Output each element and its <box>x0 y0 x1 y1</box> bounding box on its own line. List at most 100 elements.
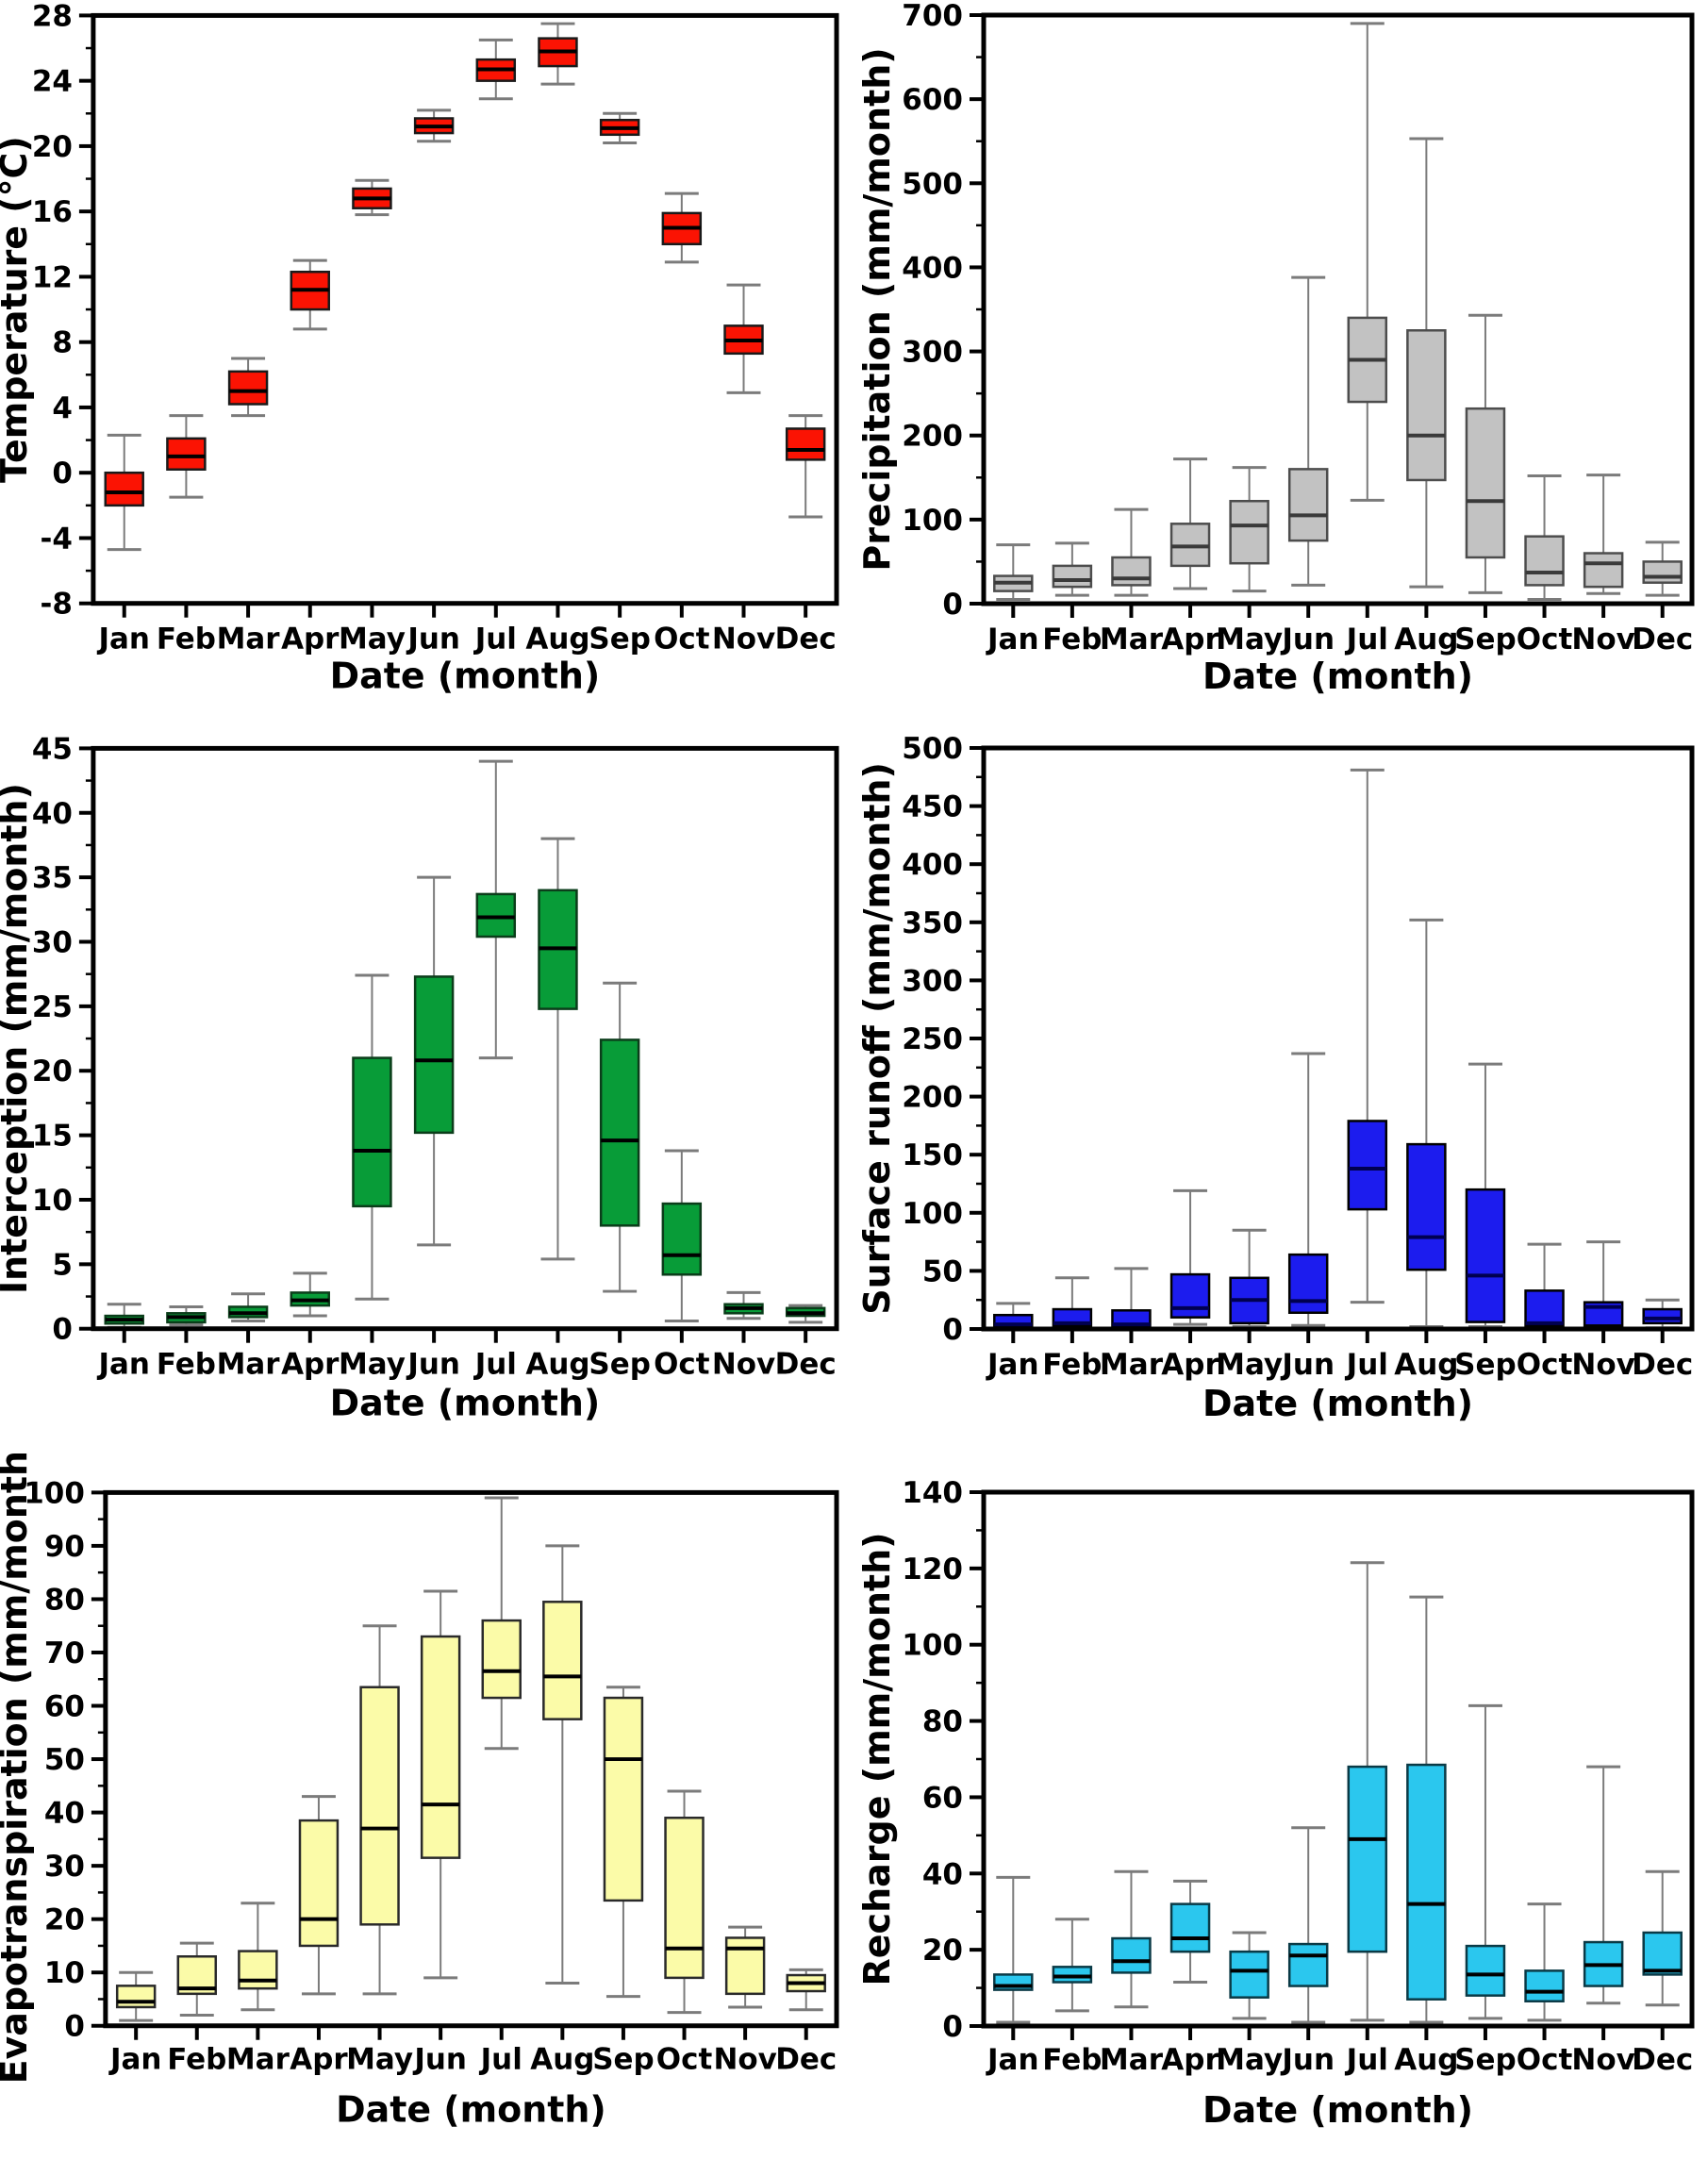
temperature-boxplot: -8 -4 0 4 8 12 16 20 24 28 Jan Feb Mar Apr May Jun Jul Au… <box>0 0 839 697</box>
x-tick-label-mar: Mar <box>217 623 281 656</box>
y-tick-label: 45 <box>32 732 73 766</box>
box-jun <box>413 875 455 1247</box>
iqr-box <box>1169 1902 1211 1953</box>
iqr-box <box>1287 1942 1329 1987</box>
chart-recharge: 0 20 40 60 80 100 120 140 Jan Feb Mar Apr May Jun Jul A… <box>854 1451 1708 2176</box>
iqr-box <box>1111 556 1152 587</box>
box-oct <box>661 1149 703 1323</box>
y-axis-title: Evapotranspiration (mm/month) <box>0 1451 35 2084</box>
x-tick-label-jan: Jan <box>97 1348 150 1382</box>
y-tick-label: 15 <box>32 1120 73 1154</box>
x-axis-title: Date (month) <box>330 1383 601 1424</box>
box-apr <box>1169 1879 1211 1985</box>
box-feb <box>166 414 207 499</box>
x-tick-label-aug: Aug <box>1394 623 1458 656</box>
box-jan <box>104 433 144 552</box>
x-tick-label-jun: Jun <box>1280 2043 1335 2077</box>
iqr-box <box>227 370 269 406</box>
box-may <box>1229 466 1269 593</box>
y-tick-label: 120 <box>902 1553 963 1586</box>
iqr-box <box>420 1635 461 1859</box>
y-tick-label: 20 <box>44 1903 85 1937</box>
box-apr <box>298 1795 340 1996</box>
y-tick-label: -4 <box>41 522 73 556</box>
box-apr <box>1169 457 1211 590</box>
x-tick-label-nov: Nov <box>713 2043 776 2077</box>
x-tick-label-feb: Feb <box>1042 623 1102 656</box>
iqr-box <box>166 437 207 471</box>
iqr-box <box>1347 1120 1388 1211</box>
x-tick-label-mar: Mar <box>217 1348 281 1382</box>
box-sep <box>603 1686 644 1999</box>
box-jul <box>475 38 517 101</box>
box-aug <box>542 1544 583 1985</box>
y-tick-label: 10 <box>32 1184 73 1218</box>
y-tick-label: 0 <box>52 457 73 490</box>
x-tick-label-may: May <box>346 2043 413 2077</box>
iqr-box <box>785 427 826 461</box>
y-tick-label: 500 <box>902 167 963 201</box>
x-tick-label-jul: Jul <box>1345 623 1388 656</box>
plot-frame <box>91 12 839 606</box>
x-tick-label-oct: Oct <box>654 1348 710 1382</box>
x-tick-label-feb: Feb <box>157 623 216 656</box>
x-tick-label-aug: Aug <box>525 1348 589 1382</box>
box-mar <box>1111 1267 1152 1330</box>
y-tick-label: 28 <box>32 0 73 33</box>
y-tick-label: 50 <box>922 1254 963 1288</box>
x-tick-label-may: May <box>1216 1348 1283 1382</box>
iqr-box <box>599 1038 640 1227</box>
plot-frame <box>981 745 1695 1332</box>
y-tick-label: 600 <box>902 83 963 117</box>
box-feb <box>1052 541 1093 597</box>
x-tick-label-mar: Mar <box>1100 2043 1164 2077</box>
y-tick-label: 200 <box>902 1081 963 1115</box>
y-tick-label: 20 <box>32 1055 73 1088</box>
y-tick-label: 100 <box>24 1476 85 1510</box>
chart-temperature: -8 -4 0 4 8 12 16 20 24 28 Jan Feb Mar Apr May Jun Jul Au… <box>0 0 854 725</box>
y-tick-label: 0 <box>64 2010 85 2044</box>
y-tick-label: 700 <box>902 0 963 33</box>
y-tick-label: 20 <box>32 130 73 164</box>
x-tick-label-jul: Jul <box>479 2043 522 2077</box>
x-tick-label-feb: Feb <box>157 1348 216 1382</box>
y-tick-label: 90 <box>44 1530 85 1564</box>
box-mar <box>227 357 269 418</box>
box-dec <box>786 1968 826 2012</box>
x-tick-label-aug: Aug <box>525 623 589 656</box>
box-oct <box>1524 1902 1565 2022</box>
y-axis-title: Surface runoff (mm/month) <box>856 762 898 1315</box>
x-axis-title: Date (month) <box>330 656 601 697</box>
x-tick-label-aug: Aug <box>1394 1348 1458 1382</box>
iqr-box <box>1465 1188 1506 1323</box>
x-tick-label-may: May <box>339 623 406 656</box>
box-may <box>352 178 392 217</box>
box-jan <box>993 1302 1034 1330</box>
box-aug <box>538 837 578 1261</box>
box-may <box>1229 1228 1269 1329</box>
x-tick-label-nov: Nov <box>712 623 775 656</box>
iqr-box <box>1229 499 1269 565</box>
box-jul <box>1347 768 1388 1304</box>
iqr-box <box>724 1936 766 1996</box>
x-tick-label-apr: Apr <box>290 2043 348 2077</box>
x-tick-label-oct: Oct <box>654 623 710 656</box>
y-tick-label: 35 <box>32 861 73 895</box>
iqr-box <box>413 975 455 1135</box>
x-tick-label-dec: Dec <box>775 623 837 656</box>
x-tick-label-jul: Jul <box>1345 1348 1388 1382</box>
box-oct <box>664 1789 705 2015</box>
x-tick-label-jun: Jun <box>1280 1348 1335 1382</box>
interception-boxplot: 0 5 10 15 20 25 30 35 40 45 Jan Feb Mar Apr May Jun Jul A… <box>0 732 839 1424</box>
box-aug <box>1406 137 1447 589</box>
y-tick-label: 500 <box>902 732 963 766</box>
box-may <box>1229 1931 1269 2020</box>
x-tick-label-aug: Aug <box>1394 2043 1458 2077</box>
box-aug <box>538 22 578 86</box>
box-jan <box>993 543 1034 602</box>
x-tick-label-dec: Dec <box>1632 623 1693 656</box>
iqr-box <box>542 1601 583 1720</box>
y-tick-label: 40 <box>32 797 73 831</box>
x-tick-label-sep: Sep <box>589 623 650 656</box>
